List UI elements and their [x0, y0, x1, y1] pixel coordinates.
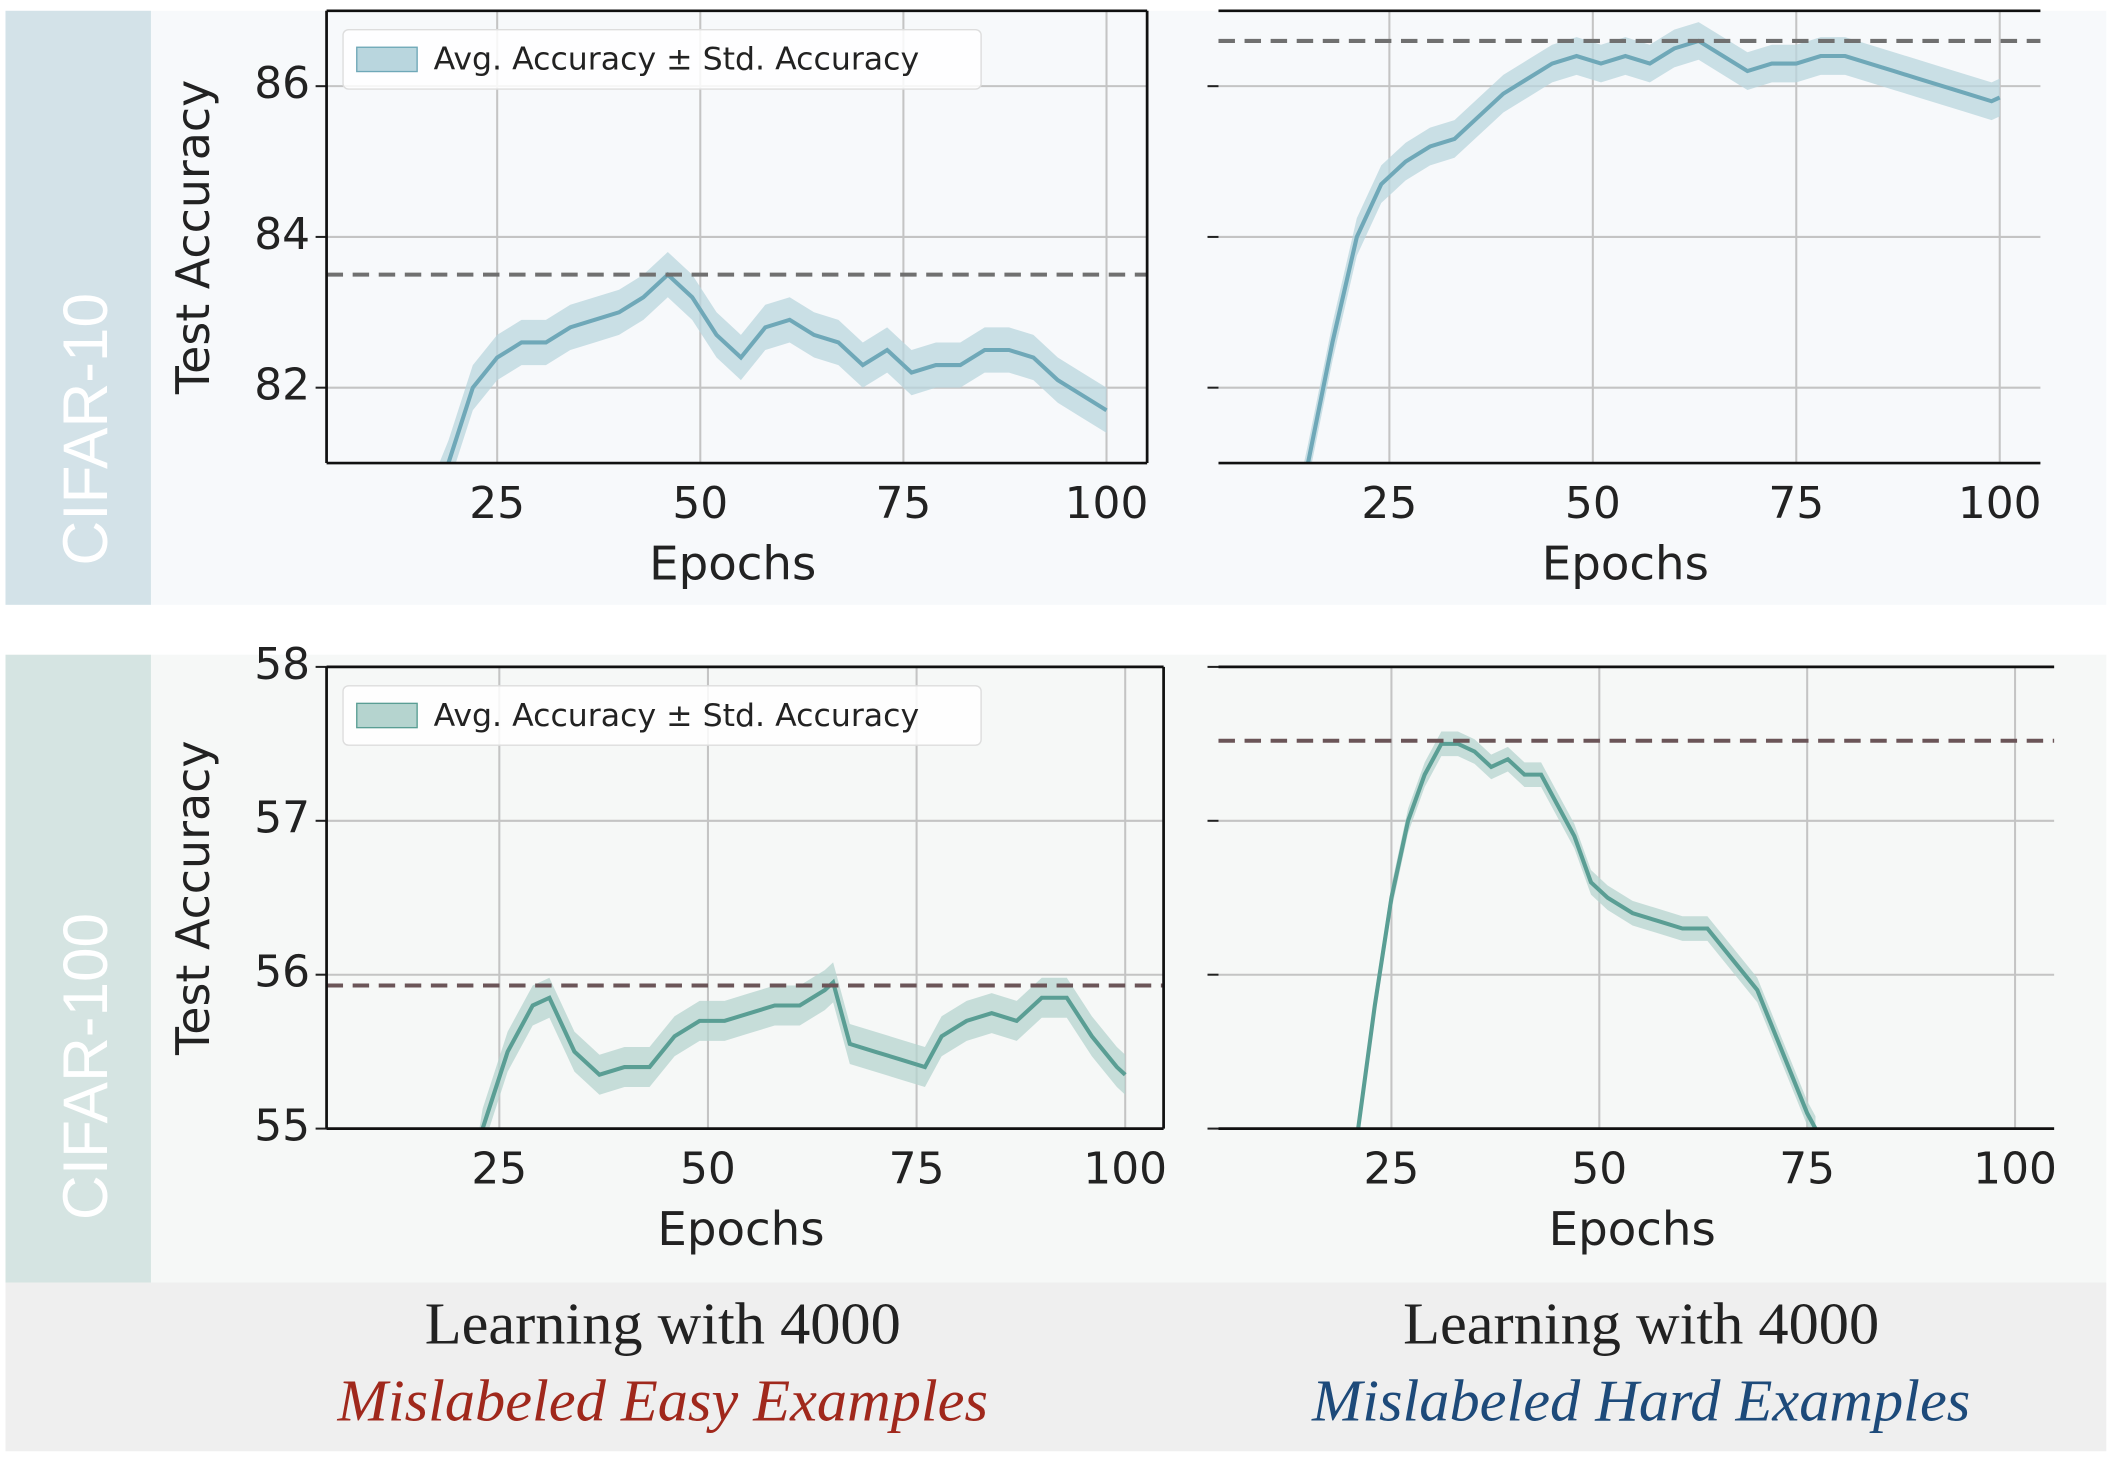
row-label: CIFAR-10: [51, 293, 122, 566]
line: [480, 978, 1127, 1129]
row-panel: [5, 654, 2107, 1283]
row-label: CIFAR-100: [51, 913, 122, 1220]
chart: 25 50 75 100 55 56 57 58 Epochs Test Accuracy Avg.…: [165, 640, 1167, 1256]
x-tick-label: 25: [1364, 1145, 1420, 1195]
legend-swatch: [356, 702, 418, 729]
y-tick-label: 86: [254, 59, 310, 109]
x-tick-label: 50: [672, 479, 728, 529]
x-tick-label: 100: [1083, 1145, 1167, 1195]
y-tick-label: 56: [254, 948, 310, 998]
x-tick-label: 50: [1571, 1145, 1627, 1195]
legend-box: [342, 29, 982, 90]
x-axis-label: Epochs: [1542, 537, 1709, 591]
x-tick-label: 50: [1565, 479, 1621, 529]
caption-emphasis: Mislabeled Hard Examples: [1311, 1368, 1970, 1433]
line: [1305, 38, 2001, 464]
y-tick-label: 55: [254, 1102, 310, 1152]
caption-line: Learning with 4000: [425, 1291, 901, 1356]
y-axis-label: Test Accuracy: [165, 741, 219, 1056]
x-tick-label: 75: [1779, 1145, 1835, 1195]
line: [1356, 741, 1818, 1129]
std-band: [1303, 22, 2000, 464]
x-tick-label: 50: [680, 1145, 736, 1195]
legend-swatch: [356, 46, 418, 73]
y-axis-label: Test Accuracy: [165, 80, 219, 395]
caption-line: Learning with 4000: [1403, 1291, 1879, 1356]
y-tick-label: 84: [254, 210, 310, 260]
legend-label: Avg. Accuracy ± Std. Accuracy: [434, 42, 920, 78]
row-strip: [5, 654, 151, 1283]
y-tick-label: 57: [254, 794, 310, 844]
std-band: [479, 962, 1126, 1129]
chart: 25 50 75 100 82 84 86 Epochs Test Accuracy Avg. A…: [165, 9, 1149, 591]
x-tick-label: 25: [471, 1145, 527, 1195]
row-panel: [5, 10, 2107, 605]
x-axis-label: Epochs: [657, 1202, 824, 1256]
std-band: [439, 252, 1107, 464]
x-axis-label: Epochs: [1549, 1202, 1716, 1256]
caption-panel: [5, 1282, 2107, 1452]
x-tick-label: 100: [1065, 479, 1149, 529]
chart: 25 50 75 100 Epochs: [1207, 665, 2057, 1256]
caption-emphasis: Mislabeled Easy Examples: [337, 1368, 988, 1433]
line: [446, 271, 1108, 464]
x-tick-label: 75: [889, 1145, 945, 1195]
y-tick-label: 58: [254, 640, 310, 690]
y-tick-label: 82: [254, 361, 310, 411]
x-tick-label: 25: [1361, 479, 1417, 529]
x-axis-label: Epochs: [649, 537, 816, 591]
x-tick-label: 25: [469, 479, 525, 529]
x-tick-label: 100: [1958, 479, 2042, 529]
x-tick-label: 75: [875, 479, 931, 529]
x-tick-label: 75: [1768, 479, 1824, 529]
row-strip: [5, 10, 151, 605]
chart: 25 50 75 100 Epochs: [1207, 9, 2042, 591]
legend-box: [342, 685, 982, 746]
legend-label: Avg. Accuracy ± Std. Accuracy: [434, 698, 920, 734]
x-tick-label: 100: [1973, 1145, 2057, 1195]
